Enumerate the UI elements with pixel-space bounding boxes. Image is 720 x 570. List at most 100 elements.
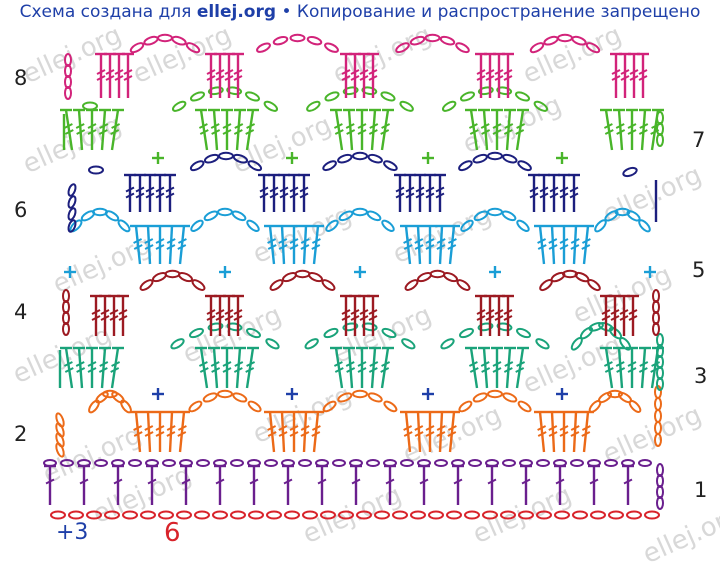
stitch-crossbar (447, 425, 457, 431)
double-crochet-stitch (370, 347, 377, 389)
stitch-crossbar (333, 123, 343, 129)
stitch-crossbar (414, 244, 424, 250)
row-number-3: 3 (694, 364, 708, 388)
stitch-crossbar (447, 238, 457, 244)
chain-stitch (500, 510, 516, 520)
stitch-crossbar (529, 192, 539, 199)
stitch-crossbar (133, 425, 143, 431)
chain-stitch (626, 210, 641, 222)
chain-stitch (399, 100, 414, 112)
stitch-crossbar (206, 315, 216, 321)
chain-stitch (337, 392, 353, 403)
stitch-crossbar (144, 425, 154, 431)
double-crochet-stitch (404, 411, 412, 453)
chain-stitch (129, 42, 145, 54)
stitch-crossbar (210, 123, 220, 129)
stitch-crossbar (380, 129, 390, 135)
stitch-crossbar (350, 75, 360, 81)
stitch-crossbar (234, 361, 244, 367)
chain-stitch (111, 391, 125, 404)
chain-stitch (644, 510, 660, 520)
double-crochet-stitch (505, 109, 512, 151)
stitch-crossbar (233, 75, 243, 81)
double-crochet-stitch (312, 411, 320, 453)
stitch-crossbar (144, 238, 154, 244)
chain-stitch (366, 459, 380, 467)
chain-stitch (246, 219, 260, 232)
stitch-crossbar (492, 367, 502, 373)
double-crochet-stitch (168, 411, 174, 453)
double-crochet-stitch (416, 225, 422, 265)
chain-stitch (246, 327, 261, 339)
stitch-crossbar (425, 192, 435, 199)
stitch-crossbar (144, 431, 154, 437)
stitch-crossbar (341, 75, 351, 81)
header-site: ellej.org (196, 2, 277, 22)
stitch-crossbar (395, 186, 405, 193)
stitch-crossbar (503, 309, 513, 315)
row-number-7: 7 (692, 128, 706, 152)
stitch-crossbar (359, 309, 369, 315)
chain-stitch (535, 338, 550, 350)
stitch-crossbar (357, 367, 367, 373)
double-crochet-stitch (438, 225, 444, 265)
stitch-crossbar (114, 69, 124, 75)
chain-stitch (171, 35, 187, 46)
chain-stitch (304, 338, 319, 350)
chain-stitch (190, 219, 204, 232)
chain-stitch (176, 510, 192, 520)
chain-stitch (400, 459, 414, 467)
stitch-crossbar (333, 361, 343, 367)
chain-stitch (188, 400, 203, 413)
chain-stitch (264, 459, 278, 467)
chain-stitch (88, 399, 100, 414)
chain-stitch (185, 42, 201, 54)
stitch-crossbar (651, 361, 661, 367)
stitch-crossbar (177, 425, 187, 431)
double-crochet-stitch (146, 411, 152, 453)
chain-stitch (322, 160, 337, 172)
chain-stitch (104, 210, 120, 222)
chain-stitch (284, 510, 300, 520)
double-crochet-stitch (617, 347, 624, 389)
stitch-crossbar (111, 123, 121, 129)
stitch-crossbar (311, 238, 321, 244)
stitch-crossbar (135, 192, 145, 199)
stitch-crossbar (63, 123, 73, 129)
chain-stitch (256, 42, 271, 53)
stitch-crossbar (267, 238, 277, 244)
foundation-count-label: 6 (164, 518, 181, 548)
double-crochet-stitch (235, 109, 242, 151)
chain-stitch (516, 327, 531, 339)
stitch-crossbar (269, 186, 279, 193)
chain-stitch (352, 389, 368, 399)
stitch-crossbar (166, 238, 176, 244)
chain-stitch (381, 327, 397, 339)
stitch-crossbar (359, 315, 369, 321)
stitch-crossbar (639, 361, 649, 367)
chain-stitch (654, 421, 662, 435)
stitch-crossbar (604, 367, 614, 373)
stitch-crossbar (206, 75, 216, 81)
stitch-crossbar (75, 123, 85, 129)
stitch-crossbar (494, 315, 504, 321)
stitch-crossbar (245, 129, 255, 135)
stitch-crossbar (537, 244, 547, 250)
stitch-crossbar (435, 192, 445, 199)
chain-stitch (203, 210, 219, 222)
chain-stitch (464, 510, 480, 520)
stitch-crossbar (118, 315, 128, 321)
double-crochet-stitch (582, 225, 590, 265)
stitch-crossbar (99, 123, 109, 129)
stitch-crossbar (425, 425, 435, 431)
chain-stitch (502, 153, 518, 164)
chain-stitch (170, 338, 185, 350)
double-crochet-stitch (199, 109, 209, 151)
stitch-crossbar (317, 478, 327, 485)
chain-stitch (656, 133, 664, 147)
stitch-crossbar (64, 129, 74, 135)
stitch-crossbar (113, 478, 123, 485)
chain-stitch (458, 400, 473, 413)
chain-stitch (202, 392, 218, 403)
stitch-crossbar (259, 192, 269, 199)
